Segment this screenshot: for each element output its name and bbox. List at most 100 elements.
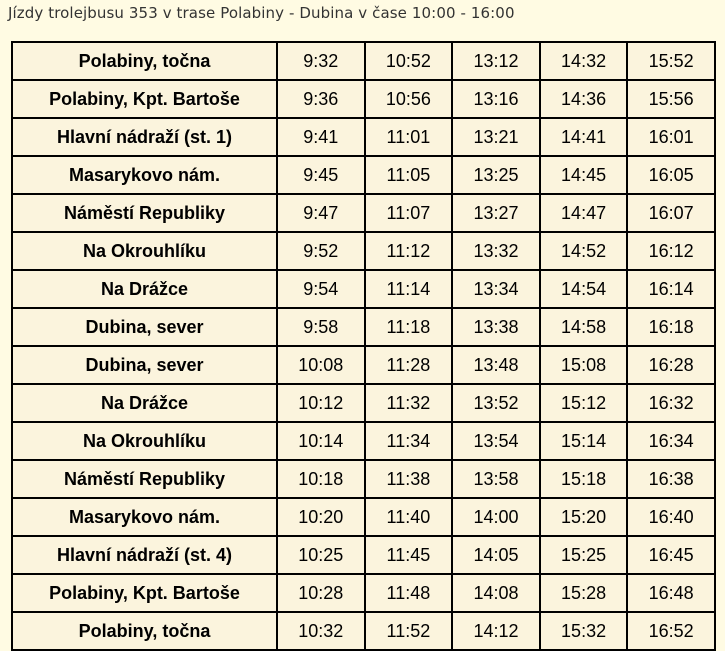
stop-name-cell: Hlavní nádraží (st. 1) <box>11 117 278 157</box>
departure-time-cell: 16:05 <box>626 155 716 195</box>
departure-time-cell: 14:41 <box>538 117 629 157</box>
departure-time-cell: 15:32 <box>538 611 629 651</box>
departure-time-cell: 16:28 <box>626 345 716 385</box>
stop-name-cell: Náměstí Republiky <box>11 193 278 233</box>
departure-time-cell: 10:08 <box>276 345 366 385</box>
table-row: Polabiny, Kpt. Bartoše 10:28 11:48 14:08 15:… <box>11 573 716 613</box>
departure-time-cell: 11:32 <box>363 383 454 423</box>
departure-time-cell: 13:38 <box>451 307 541 347</box>
departure-time-cell: 10:32 <box>276 611 366 651</box>
departure-time-cell: 14:58 <box>538 307 629 347</box>
departure-time-cell: 11:28 <box>363 345 454 385</box>
stop-name-cell: Polabiny, Kpt. Bartoše <box>11 573 278 613</box>
departure-time-cell: 16:38 <box>626 459 716 499</box>
departure-time-cell: 14:05 <box>451 535 541 575</box>
departure-time-cell: 10:20 <box>276 497 366 537</box>
departure-time-cell: 9:47 <box>276 193 366 233</box>
departure-time-cell: 10:25 <box>276 535 366 575</box>
departure-time-cell: 13:27 <box>451 193 541 233</box>
departure-time-cell: 11:07 <box>363 193 454 233</box>
departure-time-cell: 10:14 <box>276 421 366 461</box>
departure-time-cell: 14:52 <box>538 231 629 271</box>
departure-time-cell: 11:34 <box>363 421 454 461</box>
departure-time-cell: 11:48 <box>363 573 454 613</box>
table-row: Polabiny, točna 9:32 10:52 13:12 14:32 15:52 <box>11 41 716 81</box>
table-row: Masarykovo nám. 9:45 11:05 13:25 14:45 16:05 <box>11 155 716 195</box>
stop-name-cell: Dubina, sever <box>11 307 278 347</box>
stop-name-cell: Masarykovo nám. <box>11 497 278 537</box>
departure-time-cell: 14:12 <box>451 611 541 651</box>
departure-time-cell: 13:25 <box>451 155 541 195</box>
departure-time-cell: 16:34 <box>626 421 716 461</box>
stop-name-cell: Masarykovo nám. <box>11 155 278 195</box>
departure-time-cell: 14:36 <box>538 79 629 119</box>
table-row: Hlavní nádraží (st. 4) 10:25 11:45 14:05 15:… <box>11 535 716 575</box>
departure-time-cell: 11:38 <box>363 459 454 499</box>
table-row: Na Drážce 10:12 11:32 13:52 15:12 16:32 <box>11 383 716 423</box>
stop-name-cell: Hlavní nádraží (st. 4) <box>11 535 278 575</box>
departure-time-cell: 15:14 <box>538 421 629 461</box>
departure-time-cell: 9:41 <box>276 117 366 157</box>
departure-time-cell: 16:48 <box>626 573 716 613</box>
departure-time-cell: 13:32 <box>451 231 541 271</box>
stop-name-cell: Polabiny, točna <box>11 611 278 651</box>
stop-name-cell: Na Okrouhlíku <box>11 421 278 461</box>
departure-time-cell: 9:32 <box>276 41 366 81</box>
departure-time-cell: 9:52 <box>276 231 366 271</box>
departure-time-cell: 9:45 <box>276 155 366 195</box>
departure-time-cell: 15:12 <box>538 383 629 423</box>
departure-time-cell: 11:45 <box>363 535 454 575</box>
departure-time-cell: 16:45 <box>626 535 716 575</box>
timetable-caption: Jízdy trolejbusu 353 v trase Polabiny - … <box>8 4 515 22</box>
departure-time-cell: 13:58 <box>451 459 541 499</box>
table-row: Dubina, sever 9:58 11:18 13:38 14:58 16:18 <box>11 307 716 347</box>
departure-time-cell: 16:32 <box>626 383 716 423</box>
table-row: Na Okrouhlíku 9:52 11:12 13:32 14:52 16:12 <box>11 231 716 271</box>
departure-time-cell: 9:58 <box>276 307 366 347</box>
stop-name-cell: Polabiny, Kpt. Bartoše <box>11 79 278 119</box>
departure-time-cell: 15:18 <box>538 459 629 499</box>
stop-name-cell: Náměstí Republiky <box>11 459 278 499</box>
departure-time-cell: 16:18 <box>626 307 716 347</box>
departure-time-cell: 10:12 <box>276 383 366 423</box>
departure-time-cell: 13:34 <box>451 269 541 309</box>
departure-time-cell: 14:45 <box>538 155 629 195</box>
departure-time-cell: 9:54 <box>276 269 366 309</box>
departure-time-cell: 11:18 <box>363 307 454 347</box>
departure-time-cell: 11:52 <box>363 611 454 651</box>
departure-time-cell: 10:18 <box>276 459 366 499</box>
departure-time-cell: 15:25 <box>538 535 629 575</box>
timetable-body: Polabiny, točna 9:32 10:52 13:12 14:32 15:52 P… <box>11 41 716 651</box>
departure-time-cell: 16:01 <box>626 117 716 157</box>
table-row: Hlavní nádraží (st. 1) 9:41 11:01 13:21 14:4… <box>11 117 716 157</box>
departure-time-cell: 15:08 <box>538 345 629 385</box>
departure-time-cell: 16:52 <box>626 611 716 651</box>
departure-time-cell: 13:16 <box>451 79 541 119</box>
departure-time-cell: 14:00 <box>451 497 541 537</box>
departure-time-cell: 15:52 <box>626 41 716 81</box>
departure-time-cell: 16:12 <box>626 231 716 271</box>
departure-time-cell: 11:01 <box>363 117 454 157</box>
departure-time-cell: 13:52 <box>451 383 541 423</box>
stop-name-cell: Na Drážce <box>11 269 278 309</box>
departure-time-cell: 10:28 <box>276 573 366 613</box>
stop-name-cell: Na Okrouhlíku <box>11 231 278 271</box>
departure-time-cell: 11:40 <box>363 497 454 537</box>
table-row: Polabiny, Kpt. Bartoše 9:36 10:56 13:16 14:3… <box>11 79 716 119</box>
departure-time-cell: 16:40 <box>626 497 716 537</box>
departure-time-cell: 14:47 <box>538 193 629 233</box>
stop-name-cell: Dubina, sever <box>11 345 278 385</box>
departure-time-cell: 16:14 <box>626 269 716 309</box>
departure-time-cell: 11:05 <box>363 155 454 195</box>
table-row: Na Drážce 9:54 11:14 13:34 14:54 16:14 <box>11 269 716 309</box>
table-row: Polabiny, točna 10:32 11:52 14:12 15:32 16:52 <box>11 611 716 651</box>
departure-time-cell: 13:54 <box>451 421 541 461</box>
table-row: Dubina, sever 10:08 11:28 13:48 15:08 16:28 <box>11 345 716 385</box>
departure-time-cell: 16:07 <box>626 193 716 233</box>
departure-time-cell: 11:14 <box>363 269 454 309</box>
departure-time-cell: 9:36 <box>276 79 366 119</box>
timetable: Polabiny, točna 9:32 10:52 13:12 14:32 15:52 P… <box>11 41 716 651</box>
departure-time-cell: 13:21 <box>451 117 541 157</box>
departure-time-cell: 10:52 <box>363 41 454 81</box>
departure-time-cell: 15:28 <box>538 573 629 613</box>
